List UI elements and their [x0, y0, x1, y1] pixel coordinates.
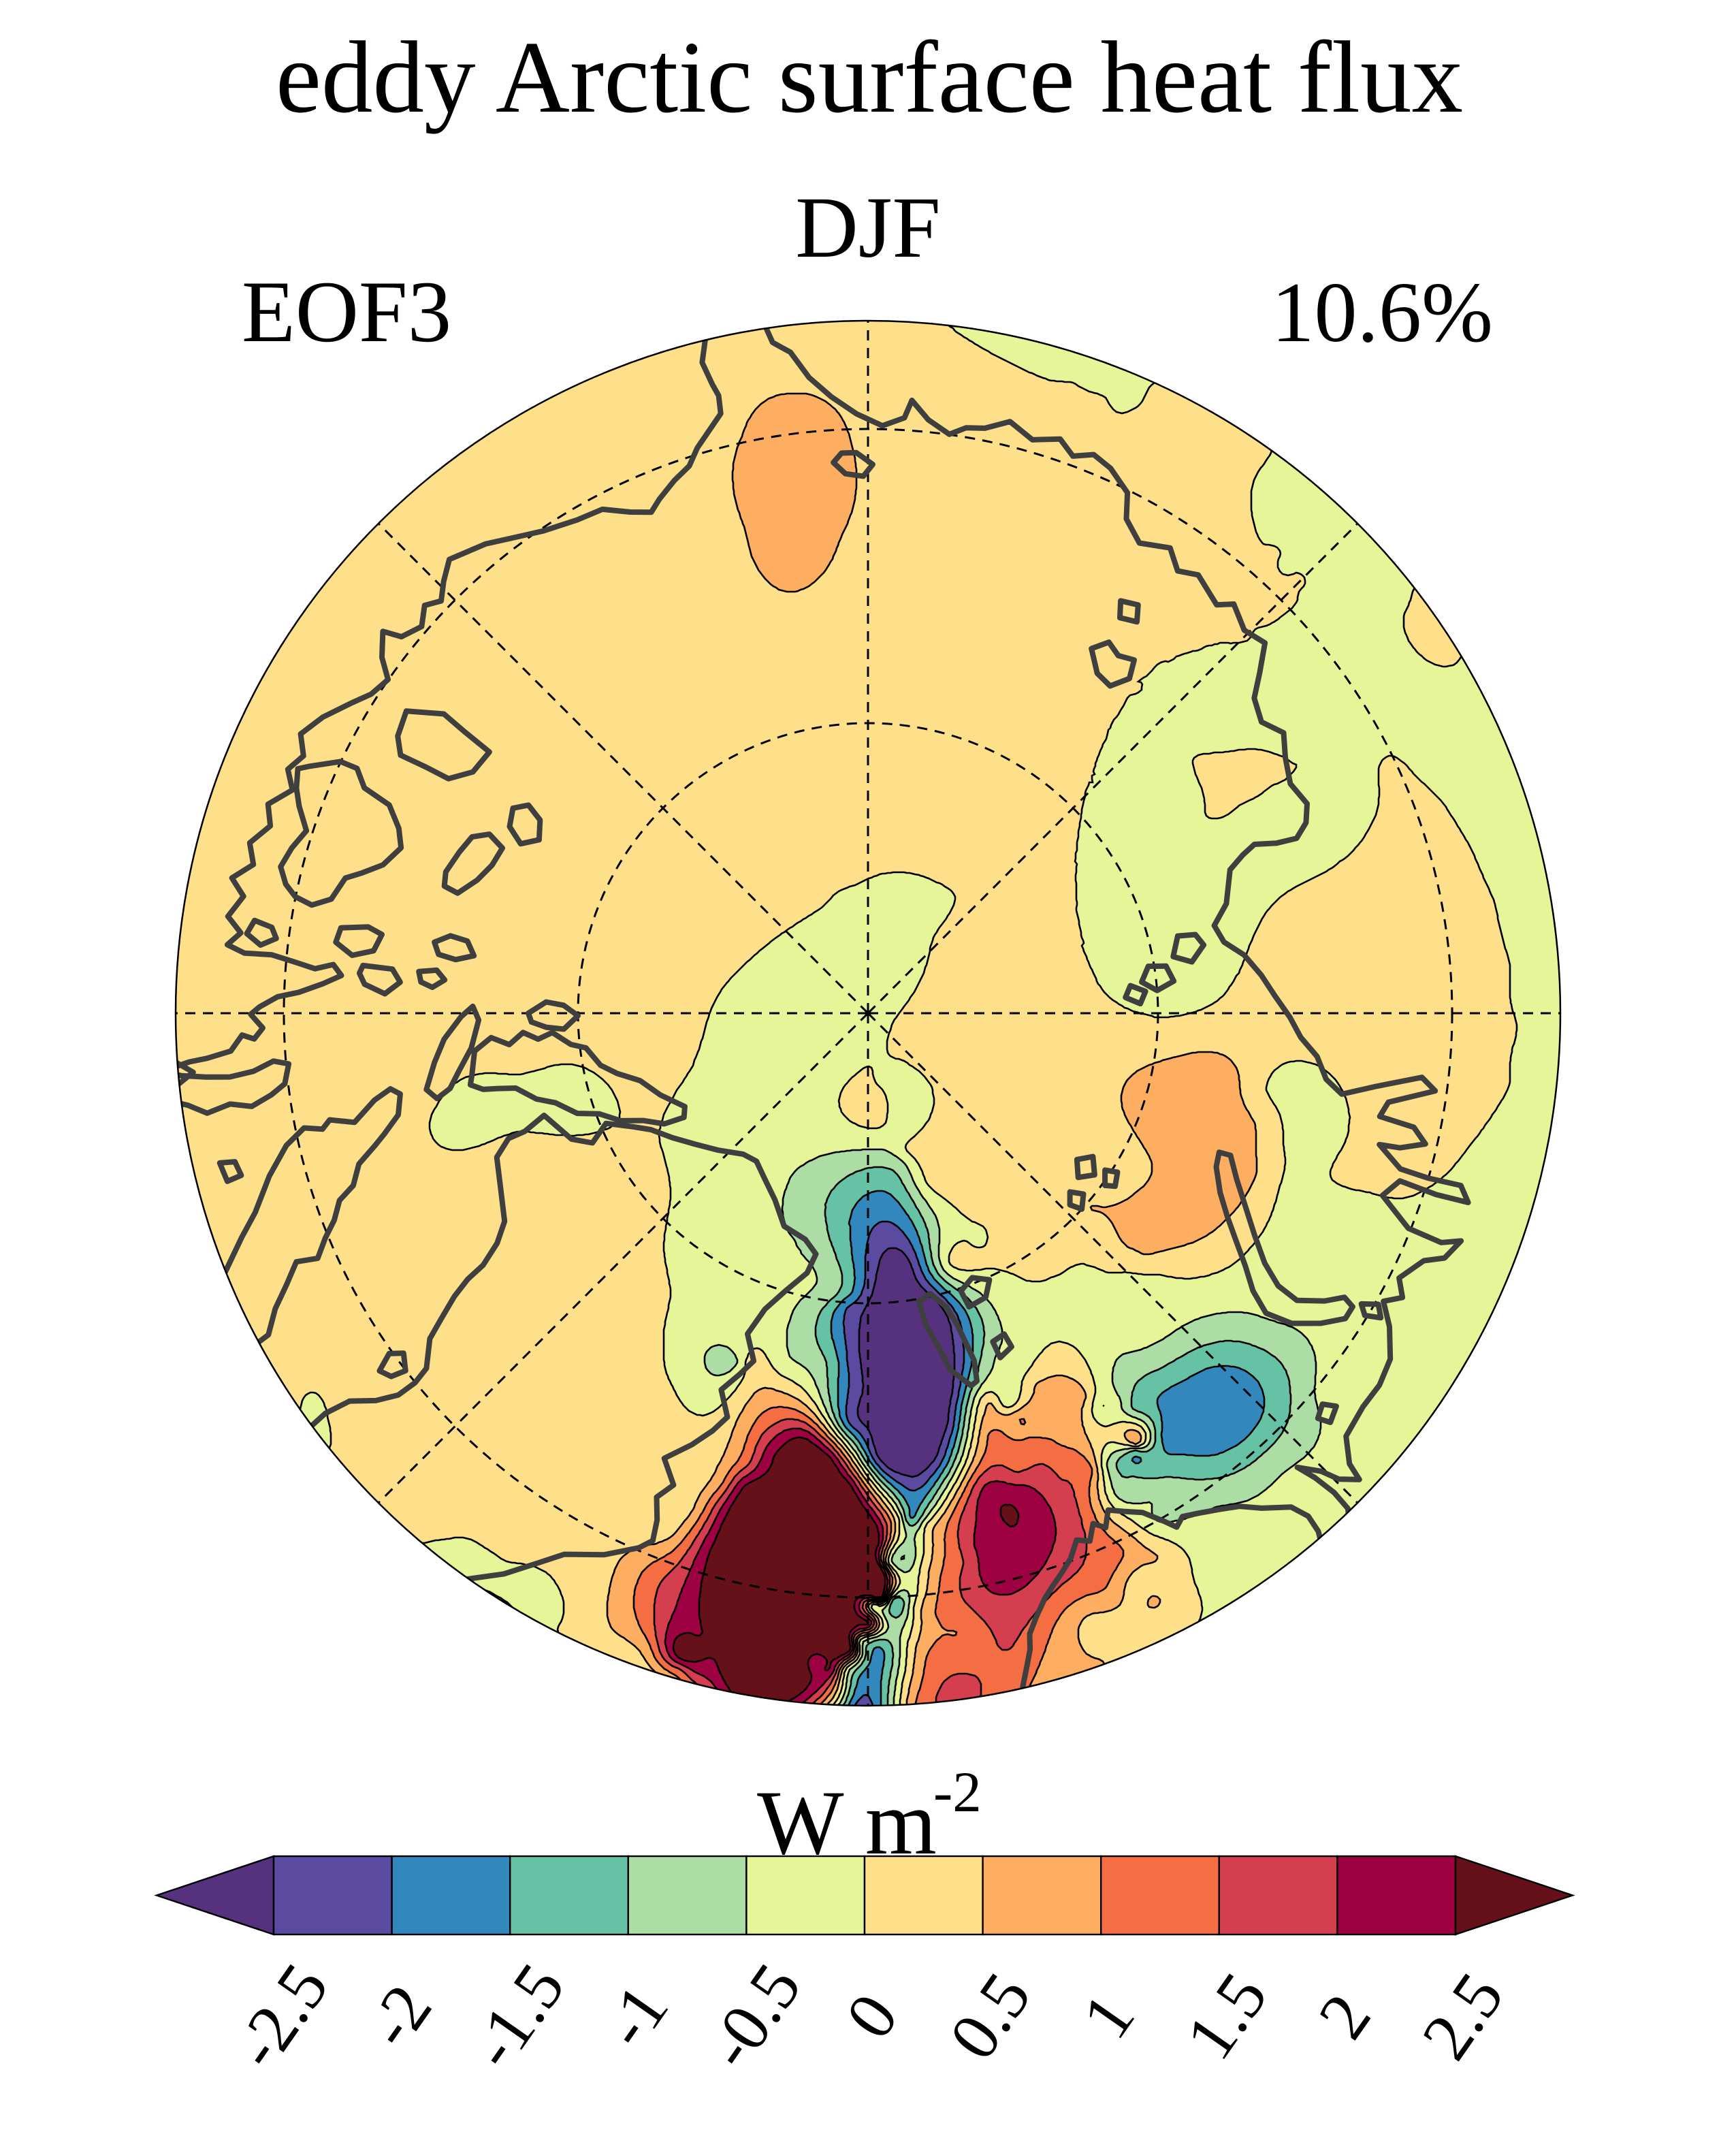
svg-text:eddy Arctic surface heat flux: eddy Arctic surface heat flux [276, 20, 1463, 134]
svg-text:DJF: DJF [795, 179, 940, 276]
svg-text:EOF3: EOF3 [242, 263, 451, 360]
svg-text:10.6%: 10.6% [1272, 266, 1493, 360]
svg-text:-2: -2 [933, 1760, 982, 1824]
